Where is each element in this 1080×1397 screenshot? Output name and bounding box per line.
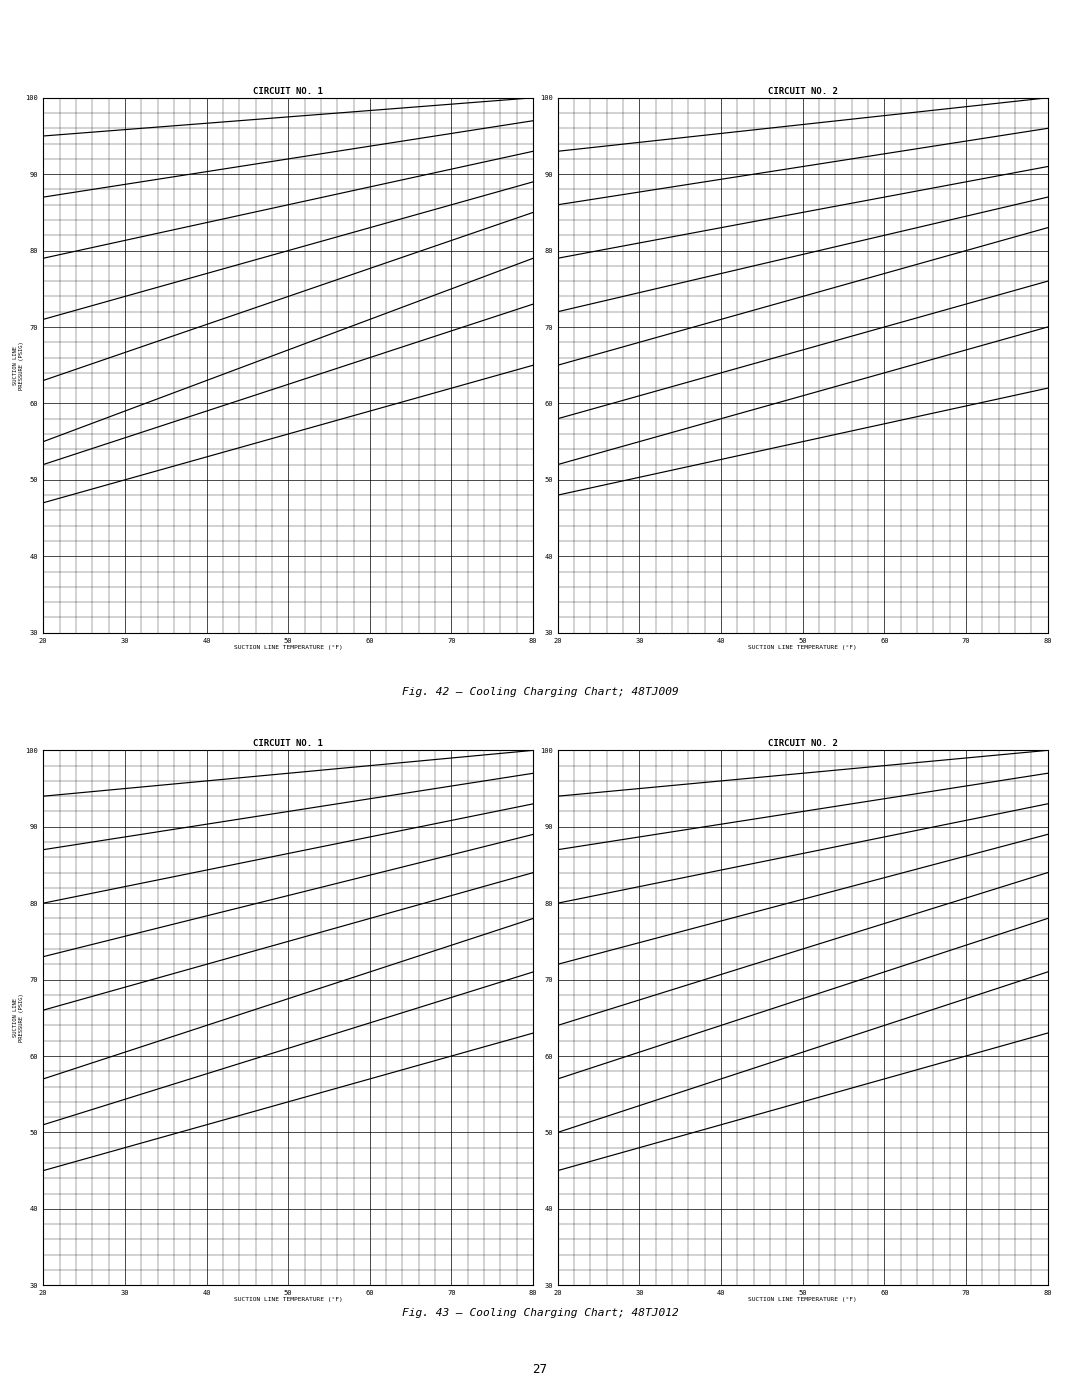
Y-axis label: SUCTION LINE
PRESSURE (PSIG): SUCTION LINE PRESSURE (PSIG) <box>13 993 24 1042</box>
Title: CIRCUIT NO. 1: CIRCUIT NO. 1 <box>253 87 323 95</box>
Title: CIRCUIT NO. 1: CIRCUIT NO. 1 <box>253 739 323 749</box>
X-axis label: SUCTION LINE TEMPERATURE (°F): SUCTION LINE TEMPERATURE (°F) <box>748 645 858 650</box>
X-axis label: SUCTION LINE TEMPERATURE (°F): SUCTION LINE TEMPERATURE (°F) <box>233 1298 342 1302</box>
Text: Fig. 43 — Cooling Charging Chart; 48TJ012: Fig. 43 — Cooling Charging Chart; 48TJ01… <box>402 1308 678 1319</box>
Title: CIRCUIT NO. 2: CIRCUIT NO. 2 <box>768 739 838 749</box>
Title: CIRCUIT NO. 2: CIRCUIT NO. 2 <box>768 87 838 95</box>
Text: Fig. 42 — Cooling Charging Chart; 48TJ009: Fig. 42 — Cooling Charging Chart; 48TJ00… <box>402 686 678 697</box>
Y-axis label: SUCTION LINE
PRESSURE (PSIG): SUCTION LINE PRESSURE (PSIG) <box>13 341 24 390</box>
X-axis label: SUCTION LINE TEMPERATURE (°F): SUCTION LINE TEMPERATURE (°F) <box>233 645 342 650</box>
Text: 27: 27 <box>532 1362 548 1376</box>
X-axis label: SUCTION LINE TEMPERATURE (°F): SUCTION LINE TEMPERATURE (°F) <box>748 1298 858 1302</box>
